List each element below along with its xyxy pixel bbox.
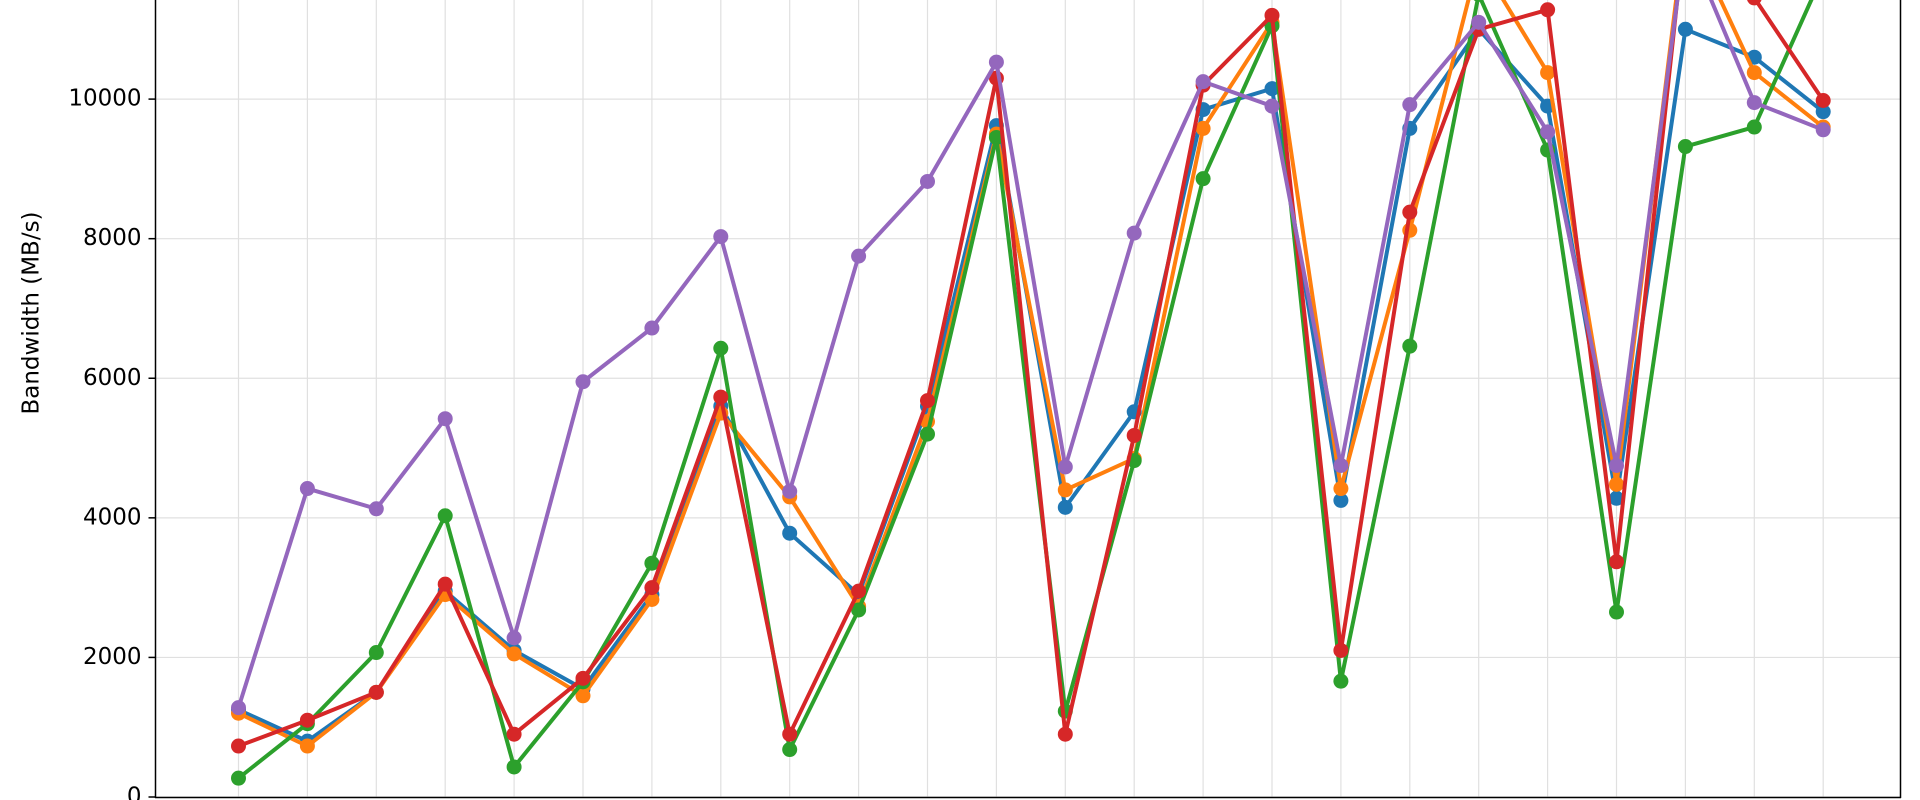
y-axis-label: Bandwidth (MB/s) xyxy=(19,211,45,414)
y-tick-label: 2000 xyxy=(83,644,142,670)
data-point xyxy=(1333,492,1349,508)
data-point xyxy=(1402,97,1418,113)
data-point xyxy=(1815,122,1831,138)
data-point xyxy=(1333,457,1349,473)
data-point xyxy=(437,508,453,524)
data-point xyxy=(1609,457,1624,473)
data-point xyxy=(988,54,1004,70)
data-point xyxy=(851,602,867,618)
data-point xyxy=(1333,481,1349,497)
y-tick-label: 4000 xyxy=(83,504,142,530)
data-point xyxy=(575,688,591,704)
data-point xyxy=(299,481,315,497)
data-point xyxy=(1264,81,1280,97)
data-point xyxy=(1264,7,1280,23)
plot-area xyxy=(231,0,1831,786)
data-point xyxy=(506,630,522,646)
data-point xyxy=(1126,225,1142,241)
data-point xyxy=(1609,476,1624,492)
data-point xyxy=(231,700,246,716)
data-point xyxy=(1057,499,1073,515)
data-point xyxy=(782,726,798,742)
data-point xyxy=(1540,65,1556,81)
data-point xyxy=(1609,604,1624,620)
data-point xyxy=(506,646,522,662)
data-point xyxy=(1746,95,1762,111)
data-point xyxy=(988,129,1004,145)
data-point xyxy=(782,525,798,541)
y-tick-label: 0 xyxy=(127,784,142,800)
data-point xyxy=(920,173,935,189)
data-point xyxy=(575,670,591,686)
data-point xyxy=(920,393,935,409)
data-point xyxy=(1747,0,1762,6)
data-point xyxy=(506,759,522,775)
y-tick-label: 6000 xyxy=(83,365,142,391)
data-point xyxy=(1402,204,1418,220)
data-point xyxy=(1746,65,1762,81)
data-point xyxy=(1264,98,1280,114)
series-line xyxy=(237,0,1825,749)
series-line xyxy=(236,0,1824,709)
data-point xyxy=(1195,74,1211,90)
data-point xyxy=(1333,642,1349,658)
data-point xyxy=(851,583,867,599)
data-point xyxy=(644,555,660,571)
data-point xyxy=(1402,338,1418,354)
data-point xyxy=(1057,482,1073,498)
data-point xyxy=(920,426,935,442)
y-tick-label: 8000 xyxy=(83,225,142,251)
data-point xyxy=(299,738,315,754)
data-point xyxy=(1195,120,1211,136)
data-point xyxy=(713,389,729,405)
data-point xyxy=(231,770,246,786)
data-point xyxy=(231,738,246,754)
data-point xyxy=(1473,0,1484,2)
data-point xyxy=(782,742,798,758)
data-point xyxy=(782,483,798,499)
data-point xyxy=(299,712,315,728)
data-point xyxy=(1057,726,1073,742)
data-point xyxy=(1540,2,1556,18)
data-point xyxy=(1746,119,1762,135)
data-point xyxy=(437,576,453,592)
data-point xyxy=(1333,673,1349,689)
data-point xyxy=(1815,92,1831,108)
data-point xyxy=(1815,104,1831,120)
data-point xyxy=(713,229,729,245)
data-point xyxy=(368,501,384,517)
data-point xyxy=(368,645,384,661)
data-point xyxy=(1677,21,1693,37)
data-point xyxy=(851,248,867,264)
data-point xyxy=(506,726,522,742)
data-point xyxy=(644,580,660,596)
data-point xyxy=(575,374,591,390)
data-point xyxy=(1057,459,1073,475)
y-tick-label: 10000 xyxy=(68,86,141,112)
data-point xyxy=(713,340,729,356)
data-point xyxy=(1126,427,1142,443)
data-point xyxy=(644,320,660,336)
data-point xyxy=(1471,14,1487,30)
series-line xyxy=(237,0,1825,748)
data-point xyxy=(437,411,453,427)
data-point xyxy=(368,684,384,700)
data-point xyxy=(1195,171,1211,187)
data-point xyxy=(1677,139,1693,155)
data-point xyxy=(1609,554,1624,570)
data-point xyxy=(1609,490,1624,506)
data-point xyxy=(1540,124,1556,140)
